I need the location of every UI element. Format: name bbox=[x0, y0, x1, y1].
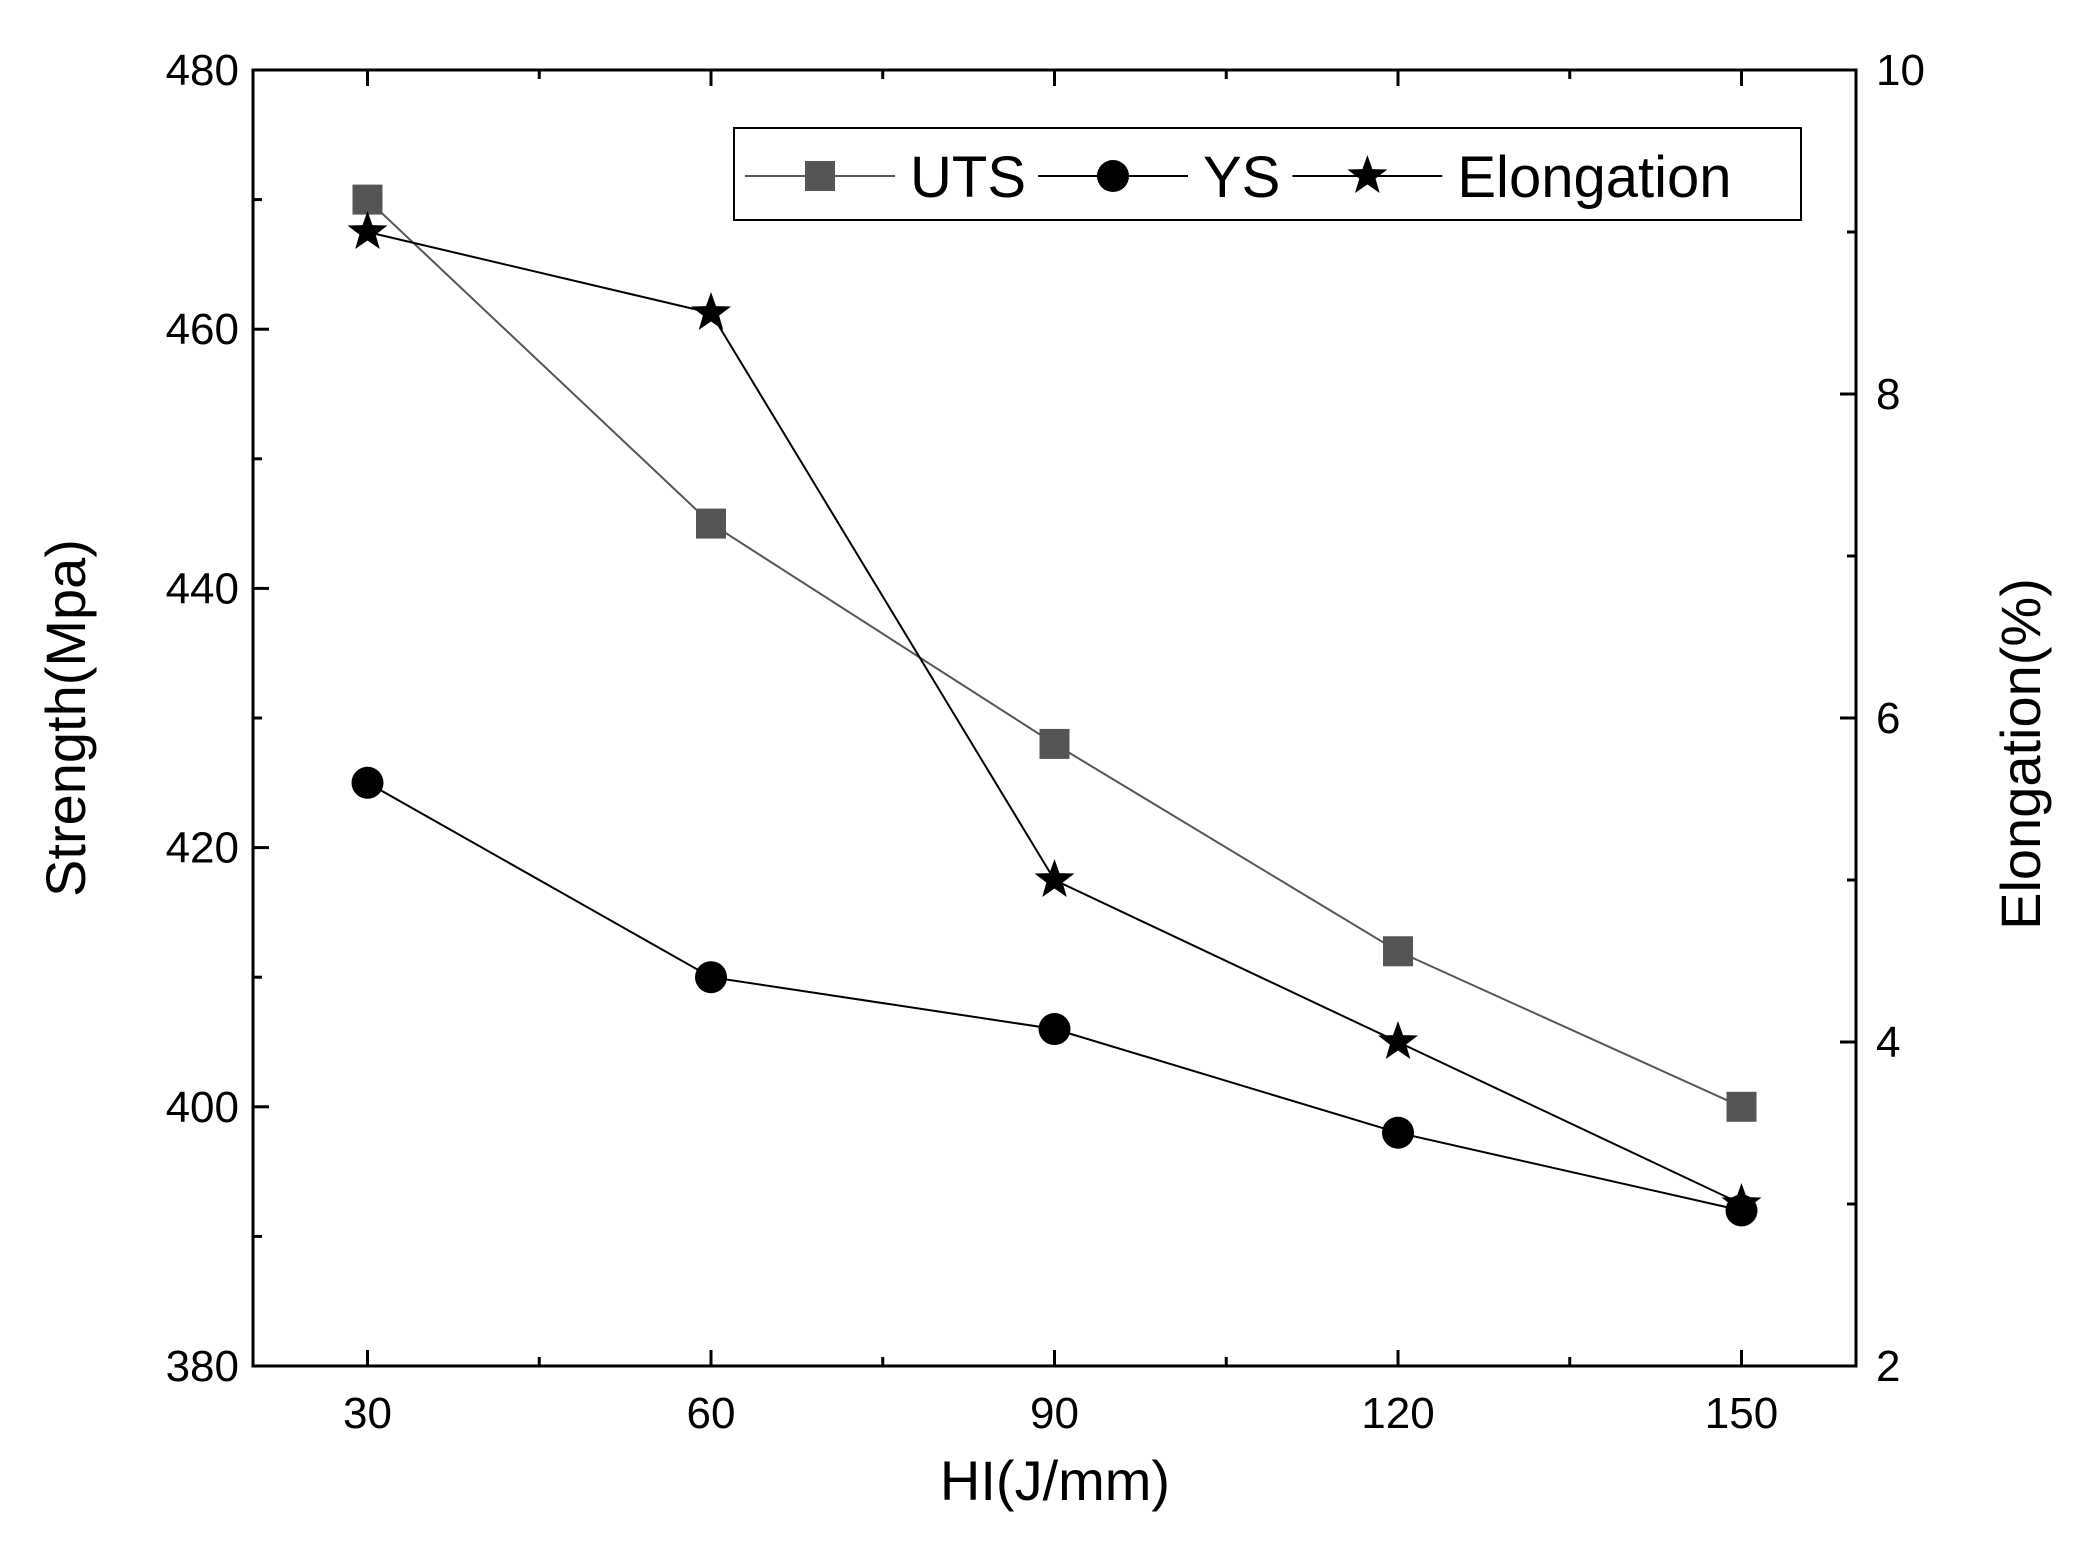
ys-point bbox=[695, 961, 727, 994]
tick-marks bbox=[253, 68, 1856, 1368]
legend-label-ys: YS bbox=[1203, 145, 1280, 210]
ys-point bbox=[351, 766, 384, 799]
ys-series-line bbox=[367, 781, 1742, 1212]
series-layer bbox=[347, 184, 1762, 1227]
left-y-tick-label: 380 bbox=[166, 1342, 239, 1391]
left-y-tick-label: 480 bbox=[166, 46, 239, 95]
right-y-tick-label: 8 bbox=[1876, 370, 1900, 419]
elongation-point bbox=[347, 211, 388, 249]
legend: UTS YS Elongation bbox=[733, 127, 1802, 221]
legend-marker-ys bbox=[1097, 160, 1129, 192]
elongation-point bbox=[1378, 1021, 1418, 1059]
uts-point bbox=[1383, 936, 1413, 967]
ys-point bbox=[1038, 1013, 1071, 1046]
x-tick-label: 90 bbox=[1030, 1389, 1079, 1438]
right-y-tick-label: 4 bbox=[1876, 1018, 1900, 1067]
left-y-axis-title: Strength(Mpa) bbox=[34, 539, 97, 897]
elongation-point bbox=[1034, 859, 1075, 897]
uts-point bbox=[352, 184, 383, 215]
tick-labels: 30 60 90 120 150 380 400 420 440 460 480 2 4 6 8 10 bbox=[166, 46, 1925, 1438]
right-y-tick-label: 2 bbox=[1876, 1342, 1900, 1391]
left-y-tick-label: 460 bbox=[166, 305, 239, 354]
left-y-tick-label: 440 bbox=[166, 564, 239, 613]
uts-point bbox=[1726, 1091, 1757, 1122]
left-y-tick-label: 420 bbox=[166, 824, 239, 873]
elongation-point bbox=[1721, 1183, 1762, 1221]
right-y-tick-label: 10 bbox=[1876, 46, 1925, 95]
legend-marker-elongation bbox=[1347, 155, 1388, 193]
x-tick-label: 30 bbox=[343, 1389, 392, 1438]
legend-label-uts: UTS bbox=[910, 145, 1026, 210]
uts-point bbox=[696, 508, 726, 539]
ys-point bbox=[1382, 1116, 1414, 1149]
legend-box bbox=[733, 127, 1802, 221]
left-y-tick-label: 400 bbox=[166, 1083, 239, 1132]
elongation-series-line bbox=[367, 231, 1742, 1205]
x-axis-title: HI(J/mm) bbox=[940, 1449, 1170, 1512]
x-tick-label: 60 bbox=[687, 1389, 736, 1438]
x-tick-label: 150 bbox=[1705, 1389, 1778, 1438]
plot-frame bbox=[251, 68, 1858, 1368]
right-y-axis-title: Elongation(%) bbox=[1989, 578, 2052, 930]
legend-marker-uts bbox=[805, 161, 835, 191]
legend-label-elongation: Elongation bbox=[1457, 145, 1731, 210]
right-y-tick-label: 6 bbox=[1876, 694, 1900, 743]
x-tick-label: 120 bbox=[1361, 1389, 1434, 1438]
uts-point bbox=[1039, 728, 1070, 759]
uts-series-line bbox=[366, 198, 1742, 1108]
elongation-point bbox=[691, 292, 731, 330]
